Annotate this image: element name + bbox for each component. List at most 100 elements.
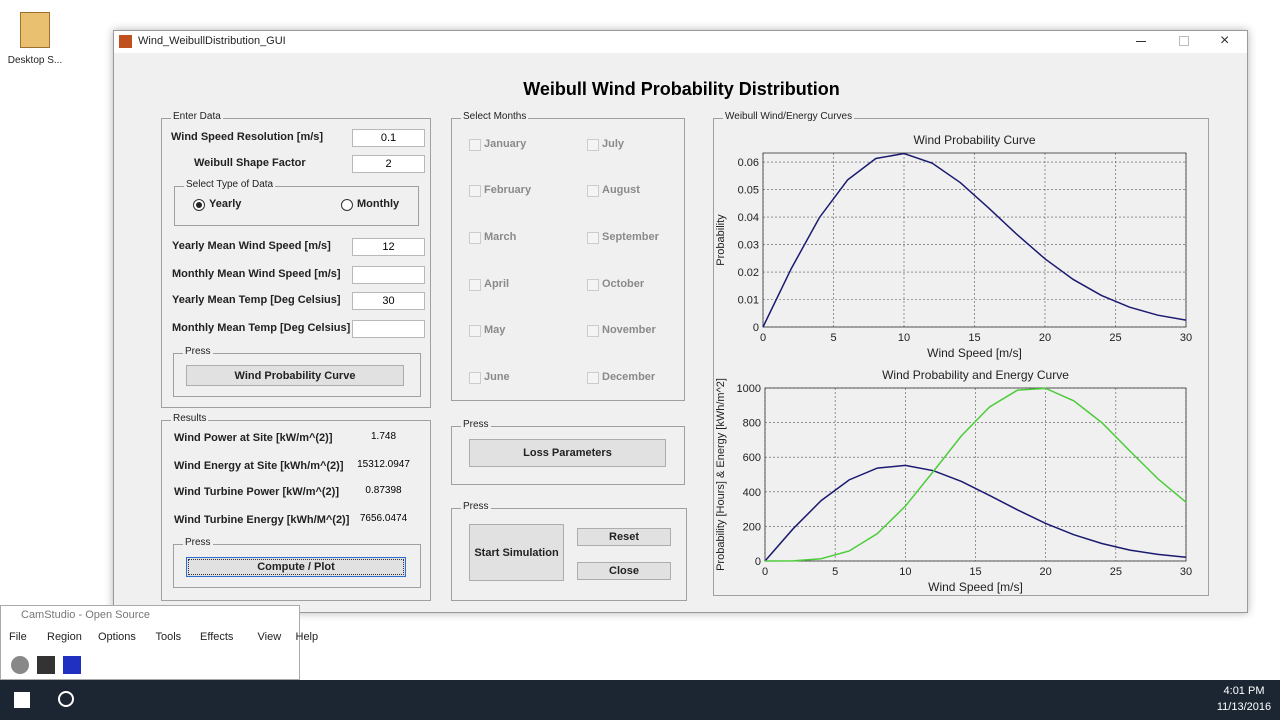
desktop-icon[interactable] xyxy=(20,12,50,48)
minimize-button[interactable] xyxy=(1136,41,1146,42)
menu-item[interactable]: Options xyxy=(98,631,136,643)
results-panel-title: Results xyxy=(171,413,209,424)
heading: Weibull Wind Probability Distribution xyxy=(523,79,840,99)
month-checkbox[interactable] xyxy=(587,185,599,197)
result-label: Wind Turbine Power [kW/m^(2)] xyxy=(174,486,340,498)
month-label: June xyxy=(484,371,510,383)
data-type-group xyxy=(174,186,419,226)
field-input[interactable]: 2 xyxy=(352,155,425,173)
result-value: 7656.0474 xyxy=(359,513,408,524)
start-button[interactable] xyxy=(14,692,30,708)
field-input[interactable]: 0.1 xyxy=(352,129,425,147)
record-button[interactable] xyxy=(11,656,29,674)
window-title: Wind_WeibullDistribution_GUI xyxy=(138,35,286,47)
menu-item[interactable]: Help xyxy=(295,631,319,643)
pause-button[interactable] xyxy=(37,656,55,674)
menu-item[interactable]: Tools xyxy=(155,631,182,643)
result-label: Wind Turbine Energy [kWh/M^(2)] xyxy=(174,514,350,526)
clock-time: 4:01 PM xyxy=(1223,685,1265,697)
month-checkbox[interactable] xyxy=(587,139,599,151)
desktop-icon-label: Desktop S... xyxy=(7,55,63,66)
months-panel-title: Select Months xyxy=(461,111,529,122)
radio-label: Monthly xyxy=(357,198,400,210)
clock-date: 11/13/2016 xyxy=(1216,701,1272,713)
loss-panel xyxy=(451,426,685,485)
loss-button[interactable]: Loss Parameters xyxy=(469,439,666,467)
field-input[interactable]: 30 xyxy=(352,292,425,310)
app-icon xyxy=(119,35,132,48)
wind-probability-button[interactable]: Wind Probability Curve xyxy=(186,365,404,386)
month-label: January xyxy=(484,138,527,150)
month-label: November xyxy=(602,324,656,336)
field-input[interactable]: 12 xyxy=(352,238,425,256)
menu-item[interactable]: File xyxy=(9,631,27,643)
result-value: 15312.0947 xyxy=(357,459,410,470)
taskbar: 4:01 PM 11/13/2016 xyxy=(0,680,1280,720)
simulation-button[interactable]: Reset xyxy=(577,528,671,546)
month-label: October xyxy=(602,278,645,290)
field-label: Weibull Shape Factor xyxy=(194,157,306,169)
radio-dot xyxy=(196,202,202,208)
month-checkbox[interactable] xyxy=(587,279,599,291)
close-button[interactable]: × xyxy=(1220,32,1230,49)
radio[interactable] xyxy=(193,199,205,211)
result-label: Wind Power at Site [kW/m^(2)] xyxy=(174,432,333,444)
field-label: Monthly Mean Wind Speed [m/s] xyxy=(172,268,341,280)
month-checkbox[interactable] xyxy=(469,232,481,244)
press-group-title: Press xyxy=(183,346,213,357)
curves-panel-title: Weibull Wind/Energy Curves xyxy=(723,111,855,122)
result-value: 0.87398 xyxy=(365,485,402,496)
stop-button[interactable] xyxy=(63,656,81,674)
month-checkbox[interactable] xyxy=(587,372,599,384)
month-label: March xyxy=(484,231,517,243)
menu-item[interactable]: Effects xyxy=(200,631,234,643)
field-input[interactable] xyxy=(352,266,425,284)
simulation-panel xyxy=(451,508,687,601)
simulation-panel-title: Press xyxy=(461,501,491,512)
month-checkbox[interactable] xyxy=(587,325,599,337)
camstudio-title: CamStudio - Open Source xyxy=(21,609,151,621)
month-label: August xyxy=(602,184,640,196)
month-label: September xyxy=(602,231,659,243)
radio[interactable] xyxy=(341,199,353,211)
press-group xyxy=(173,544,421,588)
enter-data-panel-title: Enter Data xyxy=(171,111,223,122)
field-label: Monthly Mean Temp [Deg Celsius] xyxy=(172,322,351,334)
simulation-button[interactable]: Close xyxy=(577,562,671,580)
month-checkbox[interactable] xyxy=(469,185,481,197)
month-checkbox[interactable] xyxy=(587,232,599,244)
field-input[interactable] xyxy=(352,320,425,338)
enter-data-panel xyxy=(161,118,431,408)
field-label: Wind Speed Resolution [m/s] xyxy=(171,131,324,143)
data-type-group-title: Select Type of Data xyxy=(184,179,276,190)
maximize-button[interactable] xyxy=(1179,36,1189,46)
months-panel xyxy=(451,118,685,401)
simulation-button[interactable]: Start Simulation xyxy=(469,524,564,581)
app-window: Wind_WeibullDistribution_GUI × Weibull W… xyxy=(113,30,1248,613)
month-checkbox[interactable] xyxy=(469,325,481,337)
search-button[interactable] xyxy=(58,691,74,707)
month-label: May xyxy=(484,324,506,336)
menu-item[interactable]: Region xyxy=(47,631,82,643)
loss-panel-title: Press xyxy=(461,419,491,430)
field-label: Yearly Mean Wind Speed [m/s] xyxy=(172,240,331,252)
field-label: Yearly Mean Temp [Deg Celsius] xyxy=(172,294,341,306)
month-label: December xyxy=(602,371,656,383)
month-checkbox[interactable] xyxy=(469,279,481,291)
month-label: April xyxy=(484,278,510,290)
month-label: July xyxy=(602,138,625,150)
press-group xyxy=(173,353,421,397)
menu-item[interactable]: View xyxy=(257,631,282,643)
compute-button[interactable]: Compute / Plot xyxy=(186,557,406,577)
result-label: Wind Energy at Site [kWh/m^(2)] xyxy=(174,460,344,472)
results-panel xyxy=(161,420,431,601)
month-checkbox[interactable] xyxy=(469,372,481,384)
month-checkbox[interactable] xyxy=(469,139,481,151)
camstudio-window: CamStudio - Open Source File Region Option… xyxy=(0,605,318,680)
result-value: 1.748 xyxy=(370,431,397,442)
camstudio-menu: File Region Options Tools Effects View Help xyxy=(1,630,318,648)
press-group-title: Press xyxy=(183,537,213,548)
month-label: February xyxy=(484,184,532,196)
curves-panel xyxy=(713,118,1209,596)
